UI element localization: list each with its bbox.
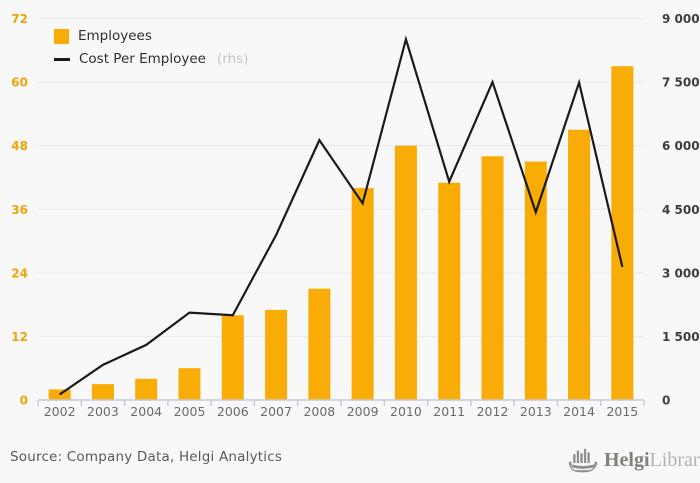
x-axis-label-2010: 2010: [390, 404, 422, 419]
y-axis-left-label-24: 24: [11, 266, 28, 280]
bar-2011[interactable]: [438, 182, 461, 400]
bar-2003[interactable]: [91, 384, 114, 400]
y-axis-right-label-6: 9 000: [662, 12, 700, 26]
legend-item-cost-per-employee[interactable]: Cost Per Employee (rhs): [54, 51, 248, 67]
bar-2008[interactable]: [308, 288, 331, 400]
bar-2012[interactable]: [481, 156, 504, 400]
bar-2006[interactable]: [221, 315, 244, 400]
x-axis-label-2005: 2005: [174, 404, 206, 419]
legend-item-employees[interactable]: Employees: [54, 28, 248, 44]
x-axis-label-2007: 2007: [260, 404, 292, 419]
y-axis-right-label-5: 7 500: [662, 76, 700, 90]
cost-per-employee-line[interactable]: [59, 35, 624, 396]
x-axis-label-2013: 2013: [520, 404, 552, 419]
legend-label-cost: Cost Per Employee: [79, 51, 206, 67]
source-text: Source: Company Data, Helgi Analytics: [10, 449, 283, 465]
bar-2010[interactable]: [394, 145, 417, 400]
x-axis-label-2006: 2006: [217, 404, 249, 419]
bar-2004[interactable]: [135, 378, 158, 400]
x-axis-label-2015: 2015: [606, 404, 638, 419]
x-axis-label-2012: 2012: [477, 404, 509, 419]
cost-line-swatch-icon: [54, 57, 70, 61]
employees-bar-swatch-icon: [54, 28, 69, 44]
legend-label-employees: Employees: [78, 28, 152, 44]
viking-ship-icon: [568, 448, 598, 473]
bar-2014[interactable]: [568, 129, 591, 401]
x-axis-label-2014: 2014: [563, 404, 595, 419]
bar-2002[interactable]: [48, 389, 71, 400]
y-axis-left-label-36: 36: [11, 203, 28, 217]
x-axis-label-2008: 2008: [303, 404, 335, 419]
legend-rhs-suffix: (rhs): [216, 51, 249, 67]
y-axis-right-label-0: 0: [662, 394, 670, 408]
y-axis-right-label-1: 1 500: [662, 330, 700, 344]
y-axis-right-label-3: 4 500: [662, 203, 700, 217]
x-axis-label-2003: 2003: [87, 404, 119, 419]
x-axis-label-2002: 2002: [44, 404, 76, 419]
logo-text-library: Library.: [649, 448, 700, 471]
chart-legend: Employees Cost Per Employee (rhs): [54, 28, 248, 67]
bar-2005[interactable]: [178, 368, 201, 400]
logo-text-helgi: Helgi: [604, 448, 650, 471]
y-axis-right-label-2: 3 000: [662, 266, 700, 280]
y-axis-left-label-48: 48: [11, 139, 28, 153]
x-axis-label-2009: 2009: [347, 404, 379, 419]
x-axis-label-2011: 2011: [433, 404, 465, 419]
x-axis-label-2004: 2004: [130, 404, 162, 419]
bar-2007[interactable]: [265, 309, 288, 400]
helgi-library-logo[interactable]: HelgiLibrary.: [567, 446, 700, 473]
y-axis-right-label-4: 6 000: [662, 139, 700, 153]
bar-2015[interactable]: [611, 66, 634, 400]
y-axis-left-label-0: 0: [20, 394, 28, 408]
y-axis-left-label-72: 72: [11, 12, 28, 26]
bar-2009[interactable]: [351, 188, 374, 400]
employees-cost-combo-chart: 0 0 12 1 500 24 3 000 36 4 500 48 6 000 60 7 500 72 9…: [11, 12, 700, 419]
y-axis-left-label-12: 12: [11, 330, 28, 344]
y-axis-left-label-60: 60: [11, 76, 28, 90]
bar-2013[interactable]: [524, 161, 547, 400]
